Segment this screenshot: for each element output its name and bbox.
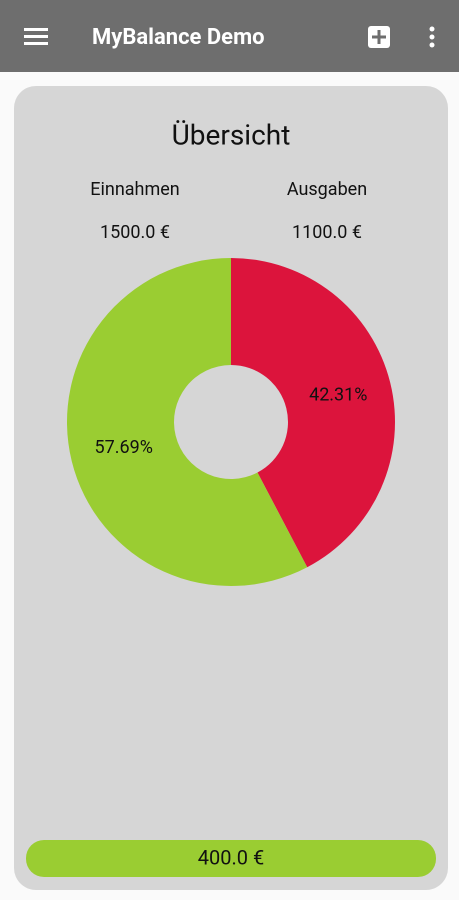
add-button[interactable] [368,26,390,48]
slice-label: 57.69% [95,437,153,458]
app-title: MyBalance Demo [92,25,265,50]
pie-slice [231,258,395,568]
slice-label: 42.31% [309,384,367,405]
card-title: Übersicht [172,118,291,151]
expenses-label: Ausgaben [287,179,367,200]
expenses-amount: 1100.0 € [292,222,362,243]
pie-chart: 42.31% 57.69% [66,258,395,586]
income-amount: 1500.0 € [100,222,170,243]
overflow-menu[interactable] [429,26,435,48]
pie-slice [66,258,308,586]
menu-button[interactable] [24,28,48,45]
balance-bar [26,840,436,877]
balance-amount: 400.0 € [198,845,264,869]
income-label: Einnahmen [90,179,179,200]
